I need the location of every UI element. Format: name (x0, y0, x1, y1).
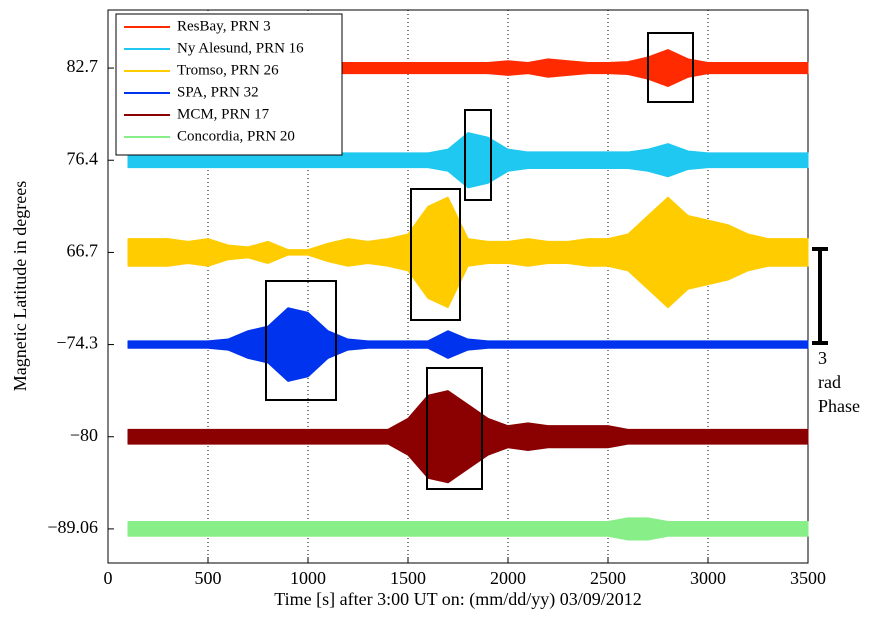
x-tick-label: 500 (195, 568, 222, 588)
legend: ResBay, PRN 3 Ny Alesund, PRN 16 Tromso, P… (115, 13, 343, 156)
scale-bar (812, 247, 828, 345)
x-axis-label: Time [s] after 3:00 UT on: (mm/dd/yy) 03… (274, 589, 641, 610)
highlight-box (647, 32, 694, 103)
scale-bar-label: rad (818, 372, 841, 392)
x-tick-label: 1000 (290, 568, 326, 588)
trace-envelope (127, 517, 809, 541)
y-tick-label: 66.7 (67, 241, 99, 261)
x-tick-label: 3500 (790, 568, 826, 588)
x-tick-label: 3000 (690, 568, 726, 588)
y-tick-label: −89.06 (47, 517, 98, 537)
x-tick-label: 0 (104, 568, 113, 588)
x-tick-label: 2500 (590, 568, 626, 588)
y-tick-label: −74.3 (56, 333, 98, 353)
scale-bar-label: 3 (818, 348, 827, 368)
trace-envelope (127, 307, 809, 382)
y-tick-label: −80 (70, 425, 98, 445)
highlight-boxes (265, 32, 694, 490)
x-tick-label: 2000 (490, 568, 526, 588)
y-tick-label: 76.4 (67, 148, 99, 168)
x-tick-label: 1500 (390, 568, 426, 588)
plot-area (107, 10, 809, 563)
trace-envelope (127, 132, 809, 189)
scale-bar-label: Phase (818, 396, 860, 416)
legend-label: Concordia, PRN 20 (177, 128, 295, 144)
y-axis-label: Magnetic Latitude in degrees (10, 181, 30, 391)
legend-label: SPA, PRN 32 (177, 84, 259, 100)
legend-label: Ny Alesund, PRN 16 (177, 40, 304, 56)
legend-label: MCM, PRN 17 (177, 106, 270, 122)
highlight-box (410, 188, 461, 321)
legend-frame (115, 13, 343, 156)
y-tick-label: 82.7 (67, 56, 99, 76)
trace-envelope (127, 390, 809, 484)
highlight-box (464, 109, 492, 201)
legend-label: ResBay, PRN 3 (177, 18, 271, 34)
trace-envelope (127, 196, 809, 309)
highlight-box (265, 280, 337, 401)
highlight-box (426, 367, 483, 490)
legend-label: Tromso, PRN 26 (177, 62, 279, 78)
